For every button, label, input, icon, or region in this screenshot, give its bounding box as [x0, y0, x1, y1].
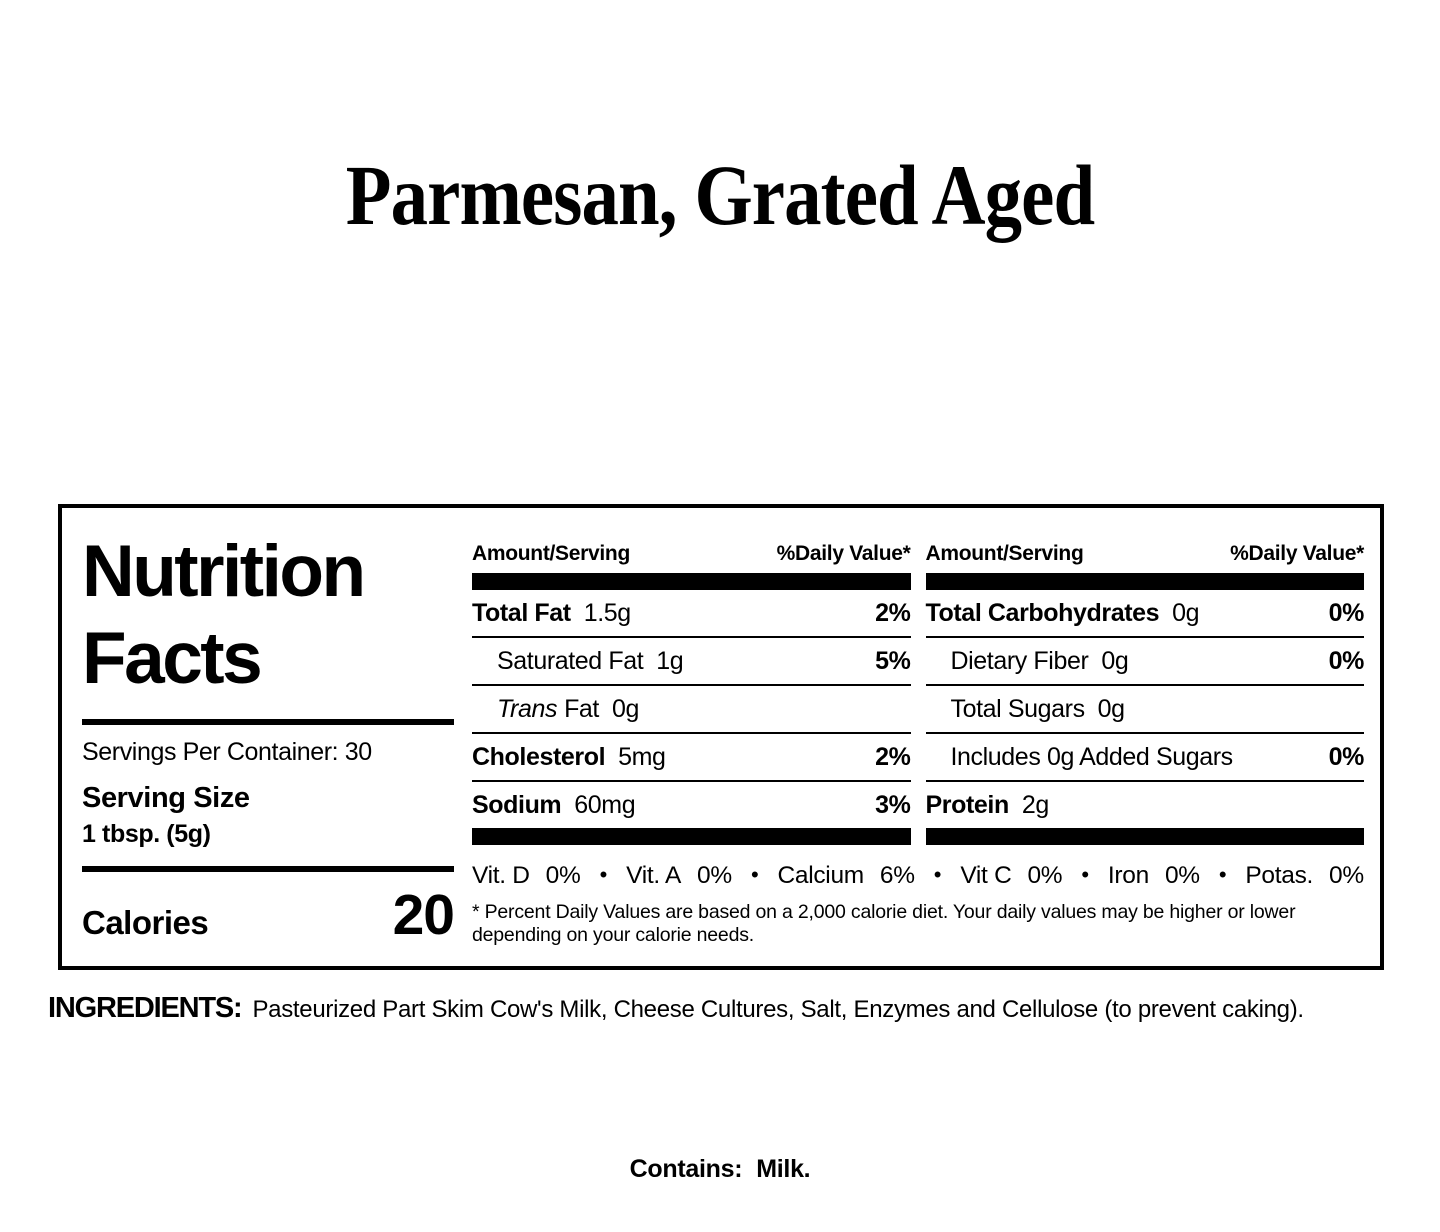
- daily-value-footnote: * Percent Daily Values are based on a 2,…: [472, 901, 1296, 946]
- micronutrient-name: Potas.: [1245, 862, 1314, 889]
- micronutrient-name: Vit. D: [472, 862, 530, 889]
- nutrient-row-sodium: Sodium 60mg 3%: [472, 782, 911, 828]
- nutrient-label: Dietary Fiber: [950, 646, 1089, 675]
- nutrient-value: 1.5g: [583, 598, 631, 627]
- ingredients-label: INGREDIENTS:: [48, 992, 243, 1024]
- nutrient-row-added-sugars: Includes 0g Added Sugars 0%: [925, 734, 1365, 782]
- divider-bar: [925, 573, 1364, 590]
- nutrient-row-trans-fat: Trans Fat 0g: [472, 686, 911, 734]
- heading-line-1: Nutrition: [82, 531, 366, 612]
- nutrient-value: 0g: [611, 694, 639, 723]
- divider-bar: [472, 573, 911, 590]
- nutrient-row-cholesterol: Cholesterol 5mg 2%: [472, 734, 911, 782]
- nutrient-label: Trans Fat: [472, 695, 599, 724]
- daily-value-header: %Daily Value*: [1230, 542, 1364, 565]
- nutrient-label: Protein: [925, 790, 1010, 819]
- contains-statement: Contains: Milk.: [0, 1155, 1440, 1184]
- divider-thick: [82, 866, 454, 872]
- nutrient-value: 0g: [1172, 598, 1200, 627]
- micronutrient-value: 0%: [545, 862, 581, 889]
- serving-size-label: Serving Size: [82, 782, 250, 814]
- bullet-separator: •: [599, 862, 608, 887]
- micronutrient-name: Vit C: [960, 862, 1012, 889]
- bullet-separator: •: [933, 862, 942, 887]
- column-header: Amount/Serving %Daily Value*: [472, 542, 911, 565]
- divider-thick: [82, 719, 454, 725]
- nutrient-row-protein: Protein 2g: [926, 782, 1365, 828]
- nutrient-daily-value: 3%: [875, 790, 911, 819]
- nutrient-value: 5mg: [618, 742, 666, 771]
- micronutrient-value: 0%: [1329, 862, 1364, 889]
- ingredients-section: INGREDIENTS: Pasteurized Part Skim Cow's…: [48, 992, 1408, 1025]
- micronutrients-row: Vit. D 0% • Vit. A 0% • Calcium 6% • Vit…: [472, 858, 1364, 894]
- nutrient-daily-value: 0%: [1328, 646, 1365, 675]
- panel-left-column: Nutrition Facts Servings Per Container: …: [82, 531, 455, 950]
- ingredients-text: Pasteurized Part Skim Cow's Milk, Cheese…: [252, 996, 1304, 1023]
- nutrient-row-saturated-fat: Saturated Fat 1g 5%: [472, 638, 911, 686]
- nutrient-row-total-fat: Total Fat 1.5g 2%: [472, 590, 911, 638]
- micronutrient-name: Calcium: [777, 862, 864, 889]
- amount-serving-header: Amount/Serving: [472, 542, 630, 565]
- servings-per-container: Servings Per Container: 30: [82, 738, 372, 766]
- panel-nutrient-area: Amount/Serving %Daily Value* Total Fat 1…: [472, 542, 1364, 950]
- micronutrient-potassium: Potas. 0%: [1245, 862, 1364, 890]
- nutrient-value: 0g: [1101, 646, 1129, 675]
- nutrient-daily-value: 2%: [875, 742, 911, 771]
- nutrient-value: 0g: [1097, 694, 1125, 723]
- micronutrient-vit-a: Vit. A 0%: [626, 862, 732, 890]
- panel-middle-column: Amount/Serving %Daily Value* Total Fat 1…: [472, 542, 911, 845]
- micronutrient-name: Vit. A: [626, 862, 682, 889]
- nutrition-facts-panel: Nutrition Facts Servings Per Container: …: [58, 504, 1384, 970]
- nutrient-label: Cholesterol: [472, 742, 606, 771]
- calories-value: 20: [392, 883, 455, 947]
- bullet-separator: •: [1218, 862, 1227, 887]
- calories-label: Calories: [82, 904, 209, 941]
- micronutrient-vit-c: Vit C 0%: [960, 862, 1062, 890]
- heading-line-2: Facts: [82, 618, 263, 699]
- micronutrient-calcium: Calcium 6%: [777, 862, 915, 890]
- product-title: Parmesan, Grated Aged: [345, 147, 1095, 243]
- trans-italic: Trans: [497, 694, 558, 723]
- nutrient-daily-value: 0%: [1328, 742, 1365, 771]
- micronutrient-vit-d: Vit. D 0%: [472, 862, 581, 890]
- bullet-separator: •: [1081, 862, 1089, 887]
- nutrient-label: Sodium: [472, 790, 562, 819]
- daily-value-header: %Daily Value*: [776, 542, 911, 565]
- nutrient-daily-value: 0%: [1328, 598, 1365, 627]
- divider-bar: [925, 828, 1364, 845]
- micronutrient-iron: Iron 0%: [1108, 862, 1200, 890]
- serving-size-value: 1 tbsp. (5g): [82, 820, 211, 848]
- contains-value: Milk.: [756, 1155, 811, 1183]
- nutrient-label: Total Fat: [472, 598, 571, 627]
- micronutrient-value: 0%: [1164, 862, 1200, 889]
- column-header: Amount/Serving %Daily Value*: [925, 542, 1365, 565]
- micronutrient-value: 0%: [1027, 862, 1063, 889]
- nutrient-row-dietary-fiber: Dietary Fiber 0g 0%: [925, 638, 1365, 686]
- calories-row: Calories 20: [82, 882, 455, 948]
- micronutrient-value: 6%: [879, 862, 915, 889]
- nutrient-daily-value: 2%: [875, 598, 911, 627]
- nutrient-value: 2g: [1021, 790, 1049, 819]
- nutrient-columns: Amount/Serving %Daily Value* Total Fat 1…: [472, 542, 1364, 845]
- nutrient-row-total-sugars: Total Sugars 0g: [925, 686, 1364, 734]
- nutrient-label: Total Carbohydrates: [925, 598, 1160, 627]
- micronutrient-name: Iron: [1107, 862, 1149, 889]
- nutrient-label: Saturated Fat: [497, 646, 644, 675]
- nutrient-daily-value: 5%: [875, 646, 911, 675]
- nutrient-row-total-carbohydrates: Total Carbohydrates 0g 0%: [925, 590, 1365, 638]
- nutrient-label: Includes 0g Added Sugars: [950, 742, 1234, 771]
- micronutrient-value: 0%: [697, 862, 732, 889]
- nutrient-value: 60mg: [574, 790, 636, 819]
- nutrient-label: Total Sugars: [950, 694, 1086, 723]
- divider-bar: [472, 828, 911, 845]
- nutrient-value: 1g: [656, 646, 684, 675]
- amount-serving-header: Amount/Serving: [925, 542, 1084, 565]
- nutrition-facts-heading: Nutrition Facts: [82, 528, 454, 702]
- trans-rest: Fat: [564, 694, 599, 723]
- panel-right-column: Amount/Serving %Daily Value* Total Carbo…: [925, 542, 1365, 845]
- bullet-separator: •: [750, 862, 759, 887]
- contains-label: Contains:: [629, 1155, 743, 1183]
